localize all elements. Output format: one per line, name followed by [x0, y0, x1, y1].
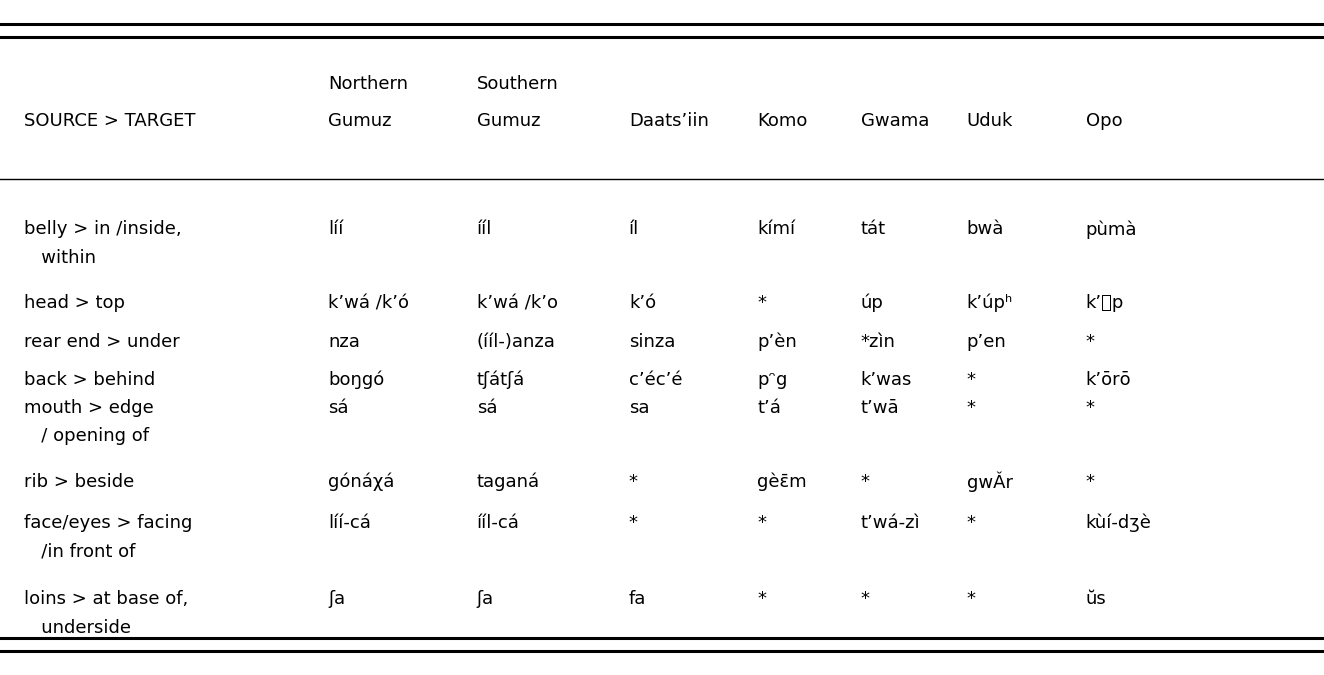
- Text: íl: íl: [629, 221, 639, 238]
- Text: *: *: [629, 514, 638, 532]
- Text: underside: underside: [24, 619, 131, 637]
- Text: kímí: kímí: [757, 221, 796, 238]
- Text: *: *: [967, 514, 976, 532]
- Text: pʼen: pʼen: [967, 333, 1006, 350]
- Text: head > top: head > top: [24, 294, 124, 312]
- Text: *: *: [757, 591, 767, 608]
- Text: kʼōrō: kʼōrō: [1086, 371, 1131, 389]
- Text: Gumuz: Gumuz: [328, 113, 392, 130]
- Text: cʼécʼé: cʼécʼé: [629, 371, 682, 389]
- Text: gèɛ̄m: gèɛ̄m: [757, 472, 806, 491]
- Text: sa: sa: [629, 399, 649, 416]
- Text: loins > at base of,: loins > at base of,: [24, 591, 188, 608]
- Text: kùí-dʒè: kùí-dʒè: [1086, 514, 1152, 533]
- Text: /in front of: /in front of: [24, 543, 135, 560]
- Text: Gumuz: Gumuz: [477, 113, 540, 130]
- Text: kʼúpʰ: kʼúpʰ: [967, 294, 1013, 313]
- Text: tʃátʃá: tʃátʃá: [477, 371, 524, 389]
- Text: Komo: Komo: [757, 113, 808, 130]
- Text: Uduk: Uduk: [967, 113, 1013, 130]
- Text: sá: sá: [328, 399, 348, 416]
- Text: Southern: Southern: [477, 76, 559, 93]
- Text: SOURCE > TARGET: SOURCE > TARGET: [24, 113, 196, 130]
- Text: back > behind: back > behind: [24, 371, 155, 389]
- Text: sá: sá: [477, 399, 496, 416]
- Text: tʼwā: tʼwā: [861, 399, 899, 416]
- Text: *: *: [861, 591, 870, 608]
- Text: líí-cá: líí-cá: [328, 514, 371, 532]
- Text: *: *: [1086, 399, 1095, 416]
- Text: rib > beside: rib > beside: [24, 473, 134, 491]
- Text: kʼó: kʼó: [629, 294, 655, 312]
- Text: kʼᴕp: kʼᴕp: [1086, 294, 1124, 312]
- Text: tʼwá-zì: tʼwá-zì: [861, 514, 920, 532]
- Text: úp: úp: [861, 294, 883, 313]
- Text: bwà: bwà: [967, 221, 1004, 238]
- Text: pʼèn: pʼèn: [757, 332, 797, 351]
- Text: tʼá: tʼá: [757, 399, 781, 416]
- Text: kʼwá /kʼó: kʼwá /kʼó: [328, 294, 409, 312]
- Text: tát: tát: [861, 221, 886, 238]
- Text: pùmà: pùmà: [1086, 220, 1137, 239]
- Text: *zìn: *zìn: [861, 333, 895, 350]
- Text: ŭs: ŭs: [1086, 591, 1107, 608]
- Text: ííl-cá: ííl-cá: [477, 514, 519, 532]
- Text: *: *: [757, 514, 767, 532]
- Text: taganá: taganá: [477, 472, 540, 491]
- Text: *: *: [1086, 473, 1095, 491]
- Text: *: *: [1086, 333, 1095, 350]
- Text: boŋgó: boŋgó: [328, 371, 384, 389]
- Text: face/eyes > facing: face/eyes > facing: [24, 514, 192, 532]
- Text: gwǍr: gwǍr: [967, 472, 1013, 492]
- Text: rear end > under: rear end > under: [24, 333, 180, 350]
- Text: Daatsʼiin: Daatsʼiin: [629, 113, 708, 130]
- Text: *: *: [757, 294, 767, 312]
- Text: Gwama: Gwama: [861, 113, 929, 130]
- Text: Opo: Opo: [1086, 113, 1123, 130]
- Text: *: *: [967, 399, 976, 416]
- Text: belly > in /inside,: belly > in /inside,: [24, 221, 181, 238]
- Text: *: *: [629, 473, 638, 491]
- Text: ííl: ííl: [477, 221, 493, 238]
- Text: *: *: [967, 371, 976, 389]
- Text: gónáχá: gónáχá: [328, 472, 395, 491]
- Text: within: within: [24, 249, 95, 267]
- Text: mouth > edge: mouth > edge: [24, 399, 154, 416]
- Text: sinza: sinza: [629, 333, 675, 350]
- Text: fa: fa: [629, 591, 646, 608]
- Text: kʼwas: kʼwas: [861, 371, 912, 389]
- Text: ʃa: ʃa: [328, 591, 346, 608]
- Text: nza: nza: [328, 333, 360, 350]
- Text: / opening of: / opening of: [24, 427, 148, 445]
- Text: ʃa: ʃa: [477, 591, 494, 608]
- Text: Northern: Northern: [328, 76, 408, 93]
- Text: *: *: [861, 473, 870, 491]
- Text: kʼwá /kʼo: kʼwá /kʼo: [477, 294, 557, 312]
- Text: líí: líí: [328, 221, 344, 238]
- Text: *: *: [967, 591, 976, 608]
- Text: (ííl-)anza: (ííl-)anza: [477, 333, 556, 350]
- Text: pᵔg: pᵔg: [757, 371, 788, 389]
